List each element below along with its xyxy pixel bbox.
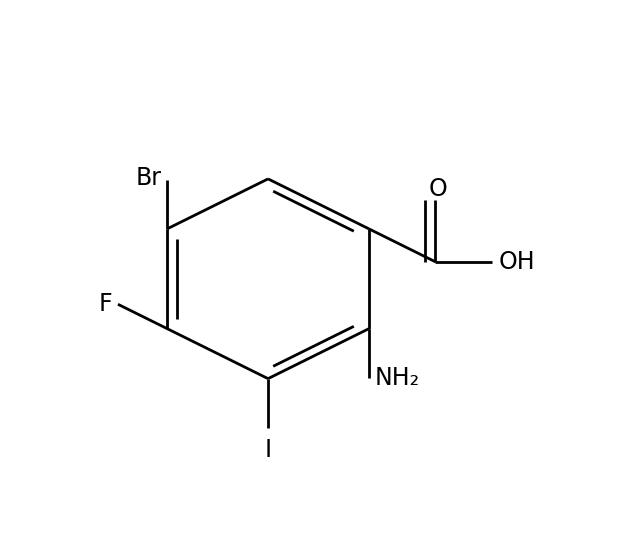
Text: NH₂: NH₂ (375, 365, 420, 390)
Text: F: F (98, 292, 112, 316)
Text: I: I (265, 438, 272, 462)
Text: Br: Br (135, 166, 161, 190)
Text: OH: OH (498, 250, 535, 274)
Text: O: O (428, 177, 447, 201)
